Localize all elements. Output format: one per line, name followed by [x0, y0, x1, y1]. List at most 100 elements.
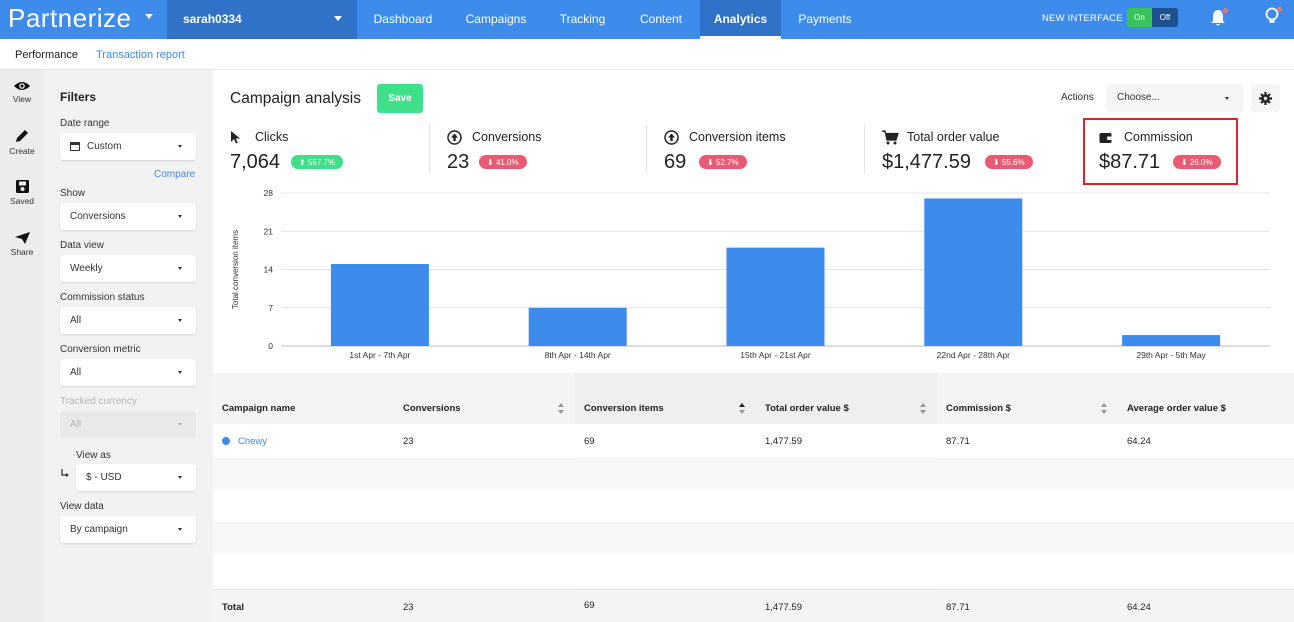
nav-tab-tracking[interactable]: Tracking [559, 12, 606, 26]
caret-down-icon [178, 267, 182, 270]
sub-arrow-icon [61, 469, 69, 477]
conversion-metric-select[interactable]: All [60, 359, 196, 386]
caret-down-icon [178, 371, 182, 374]
col-conversions[interactable]: Conversions [403, 403, 461, 414]
col-total-order-value[interactable]: Total order value $ [765, 403, 849, 414]
chevron-down-icon[interactable] [334, 16, 342, 21]
kpi-conversions[interactable]: Conversions 23 ⬇ 41.0% [447, 123, 647, 188]
caret-down-icon [1225, 97, 1229, 100]
wallet-icon [1099, 133, 1113, 143]
settings-button[interactable] [1251, 84, 1280, 112]
kpi-clicks-name: Clicks [255, 130, 289, 144]
subtab-performance[interactable]: Performance [15, 49, 78, 61]
kpi-commission-value: $87.71 [1099, 151, 1161, 173]
nav-tab-content[interactable]: Content [639, 12, 683, 26]
main-content: Campaign analysis Save Actions Choose...… [213, 70, 1294, 622]
cursor-icon [231, 131, 240, 144]
toggle-off[interactable]: Off [1152, 8, 1178, 27]
kpi-commission-change: 26.0% [1189, 158, 1213, 167]
new-interface-label: NEW INTERFACE [1042, 13, 1123, 24]
date-range-value: Custom [87, 141, 122, 152]
account-switcher[interactable]: sarah0334 [167, 0, 357, 39]
y-tick-label: 0 [268, 341, 273, 351]
cell-conversions: 23 [403, 436, 414, 447]
sort-icon[interactable] [920, 403, 926, 414]
arrow-down-icon: ⬇ [487, 158, 496, 167]
caret-down-icon [178, 215, 182, 218]
data-view-label: Data view [60, 240, 104, 251]
total-avg-order: 64.24 [1127, 602, 1151, 613]
actions-select-value: Choose... [1117, 92, 1160, 103]
table-row-empty [213, 522, 1294, 555]
col-average-order-value[interactable]: Average order value $ [1127, 403, 1226, 414]
campaign-link[interactable]: Chewy [238, 436, 268, 447]
view-as-select[interactable]: $ - USD [76, 464, 196, 491]
conversion-metric-label: Conversion metric [60, 344, 141, 355]
notifications-bell-icon[interactable] [1209, 8, 1228, 33]
col-campaign-name[interactable]: Campaign name [222, 403, 296, 414]
kpi-conversion-items-value: 69 [664, 151, 687, 173]
eye-icon [14, 82, 30, 90]
kpi-total-order-value[interactable]: Total order value $1,477.59 ⬇ 55.6% [882, 123, 1082, 188]
nav-tab-campaigns[interactable]: Campaigns [465, 12, 527, 26]
cell-avg-order: 64.24 [1127, 436, 1151, 447]
compare-link[interactable]: Compare [154, 169, 196, 180]
actions-select[interactable]: Choose... [1106, 84, 1243, 112]
kpi-commission[interactable]: Commission $87.71 ⬇ 26.0% [1099, 123, 1249, 188]
data-view-select[interactable]: Weekly [60, 255, 196, 282]
total-conversions: 23 [403, 602, 414, 613]
lightbulb-icon[interactable] [1264, 7, 1282, 32]
view-as-value: $ - USD [86, 472, 122, 483]
table-row[interactable]: Chewy 23 69 1,477.59 87.71 64.24 [213, 424, 1294, 457]
new-interface-toggle[interactable]: On Off [1127, 8, 1178, 27]
kpi-total-order-value-change: 55.6% [1001, 158, 1025, 167]
view-data-select[interactable]: By campaign [60, 516, 196, 543]
kpi-clicks-change: 557.7% [307, 158, 336, 167]
kpi-conversions-change: 41.0% [495, 158, 519, 167]
arrow-up-icon: ⬆ [299, 158, 308, 167]
rail-view-label: View [12, 94, 32, 104]
sort-icon[interactable] [739, 403, 745, 414]
caret-down-icon [178, 528, 182, 531]
col-conversion-items[interactable]: Conversion items [584, 403, 664, 414]
table-row-empty [213, 554, 1294, 587]
bar [924, 198, 1023, 346]
date-range-select[interactable]: Custom [60, 133, 196, 160]
commission-status-label: Commission status [60, 292, 145, 303]
commission-highlight-box [1083, 118, 1238, 185]
sort-icon[interactable] [558, 403, 564, 414]
chevron-down-icon[interactable] [145, 14, 153, 19]
view-data-value: By campaign [70, 524, 128, 535]
save-button[interactable]: Save [377, 84, 423, 113]
filters-title: Filters [60, 90, 97, 104]
show-label: Show [60, 188, 86, 199]
arrow-up-circle-icon [664, 130, 679, 145]
paper-plane-icon [14, 232, 30, 244]
y-tick-label: 7 [268, 303, 273, 313]
sort-icon[interactable] [1101, 403, 1107, 414]
toggle-on[interactable]: On [1127, 8, 1152, 27]
nav-tab-dashboard[interactable]: Dashboard [373, 12, 433, 26]
brand-logo[interactable]: Partnerize [8, 3, 132, 33]
left-rail: View Create Saved Share [0, 70, 44, 622]
show-select[interactable]: Conversions [60, 203, 196, 230]
nav-tab-analytics[interactable]: Analytics [700, 0, 781, 39]
kpi-clicks[interactable]: Clicks 7,064 ⬆ 557.7% [230, 123, 430, 188]
commission-status-select[interactable]: All [60, 307, 196, 334]
table-header [213, 373, 1294, 424]
rail-share[interactable]: Share [0, 231, 44, 257]
col-commission[interactable]: Commission $ [946, 403, 1011, 414]
bar [726, 247, 825, 346]
y-tick-label: 21 [264, 226, 274, 236]
total-label: Total [222, 602, 244, 613]
conversion-metric-value: All [70, 367, 82, 378]
nav-tab-payments[interactable]: Payments [798, 12, 852, 26]
rail-view[interactable]: View [0, 80, 44, 104]
x-tick-label: 29th Apr - 5th May [1136, 350, 1206, 360]
kpi-conversion-items[interactable]: Conversion items 69 ⬇ 52.7% [664, 123, 864, 188]
rail-saved[interactable]: Saved [0, 179, 44, 206]
caret-down-icon [178, 319, 182, 322]
tracked-currency-select: All [60, 411, 196, 438]
subtab-transaction-report[interactable]: Transaction report [96, 49, 185, 61]
rail-create[interactable]: Create [0, 128, 44, 156]
